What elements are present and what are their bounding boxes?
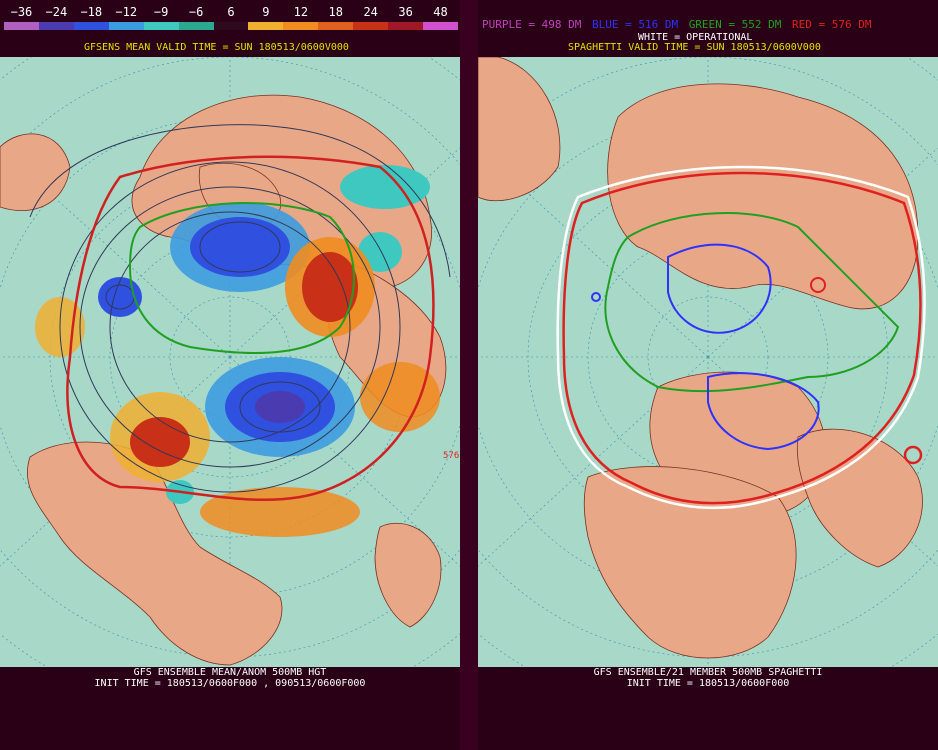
colorbar-swatch — [283, 22, 319, 30]
colorbar-label: −24 — [45, 5, 68, 19]
africa-land — [478, 57, 561, 202]
ensemble-516dm-small — [591, 292, 601, 302]
552dm-contour — [128, 202, 355, 354]
colorbar-label: 24 — [363, 5, 378, 19]
footer-title: GFS ENSEMBLE MEAN/ANOM 500MB HGT — [133, 667, 327, 678]
colorbar-label: −6 — [188, 5, 204, 19]
asia-east-land — [374, 523, 442, 628]
ensemble-576dm — [562, 171, 922, 505]
spaghetti-legend: PURPLE = 498 DM BLUE = 516 DM GREEN = 55… — [482, 18, 876, 31]
576dm-contour — [66, 155, 435, 502]
legend-red: RED = 576 DM — [792, 18, 872, 31]
ensemble-552dm — [604, 212, 900, 393]
anomaly-colorbar — [4, 22, 458, 30]
spaghetti-panel: PURPLE = 498 DM BLUE = 516 DM GREEN = 55… — [478, 0, 938, 750]
colorbar-label: −9 — [153, 5, 169, 19]
ensemble-576dm-cutoff — [810, 277, 826, 293]
colorbar-swatch — [388, 22, 424, 30]
negative-anomaly-core — [190, 217, 290, 277]
colorbar-swatch — [318, 22, 354, 30]
north-america-east-land — [796, 428, 923, 568]
colorbar-swatch — [353, 22, 389, 30]
height-contours — [29, 124, 451, 493]
legend-green: GREEN = 552 DM — [688, 18, 782, 31]
spaghetti-map — [478, 57, 938, 667]
negative-anomaly-center — [255, 391, 305, 423]
colorbar-swatch — [213, 22, 249, 30]
colorbar-label: 18 — [328, 5, 343, 19]
legend-blue: BLUE = 516 DM — [591, 18, 679, 31]
panel-divider — [460, 0, 478, 750]
colorbar-swatch — [4, 22, 39, 30]
valid-time-header: GFSENS MEAN VALID TIME = SUN 180513/0600… — [84, 42, 349, 53]
valid-time-header: SPAGHETTI VALID TIME = SUN 180513/0600V0… — [568, 42, 821, 53]
operational-label: WHITE = OPERATIONAL — [638, 32, 753, 43]
spaghetti-contours — [556, 165, 926, 510]
colorbar-swatch — [38, 22, 74, 30]
north-america-land — [583, 466, 797, 659]
ensemble-516dm — [667, 243, 772, 334]
colorbar-swatch — [73, 22, 109, 30]
map-footer: GFS ENSEMBLE/21 MEMBER 500MB SPAGHETTI I… — [478, 667, 938, 689]
colorbar-swatch — [423, 22, 458, 30]
colorbar-label: 9 — [262, 5, 270, 19]
negative-anomaly-core — [98, 277, 142, 317]
colorbar-label: 36 — [398, 5, 413, 19]
negative-anomaly — [358, 232, 402, 272]
contour-value-label: 576 — [443, 451, 459, 461]
ensemble-516dm-second — [707, 372, 820, 451]
colorbar-label: 12 — [293, 5, 309, 19]
colorbar-label: 6 — [227, 5, 235, 19]
colorbar-label: −12 — [115, 5, 138, 19]
operational-576dm — [556, 165, 926, 510]
footer-init-time: INIT TIME = 180513/0600F000 — [626, 678, 790, 689]
eurasia-land — [607, 83, 919, 310]
positive-anomaly-core — [302, 252, 358, 322]
ensemble-576dm-cutoff-east — [903, 445, 923, 465]
map-footer: GFS ENSEMBLE MEAN/ANOM 500MB HGT INIT TI… — [0, 667, 460, 689]
colorbar-swatch — [143, 22, 179, 30]
ensemble-mean-map: 576 — [0, 57, 460, 667]
footer-title: GFS ENSEMBLE/21 MEMBER 500MB SPAGHETTI — [593, 667, 823, 678]
positive-anomaly — [360, 362, 440, 432]
anomaly-colorbar-labels: −36 −24 −18 −12 −9 −6 6 9 12 18 24 36 48 — [4, 4, 458, 20]
africa-land — [0, 133, 71, 211]
colorbar-swatch — [178, 22, 214, 30]
legend-purple: PURPLE = 498 DM — [482, 18, 582, 31]
ensemble-mean-panel: −36 −24 −18 −12 −9 −6 6 9 12 18 24 36 48… — [0, 0, 460, 750]
colorbar-swatch — [248, 22, 284, 30]
positive-anomaly — [200, 487, 360, 537]
colorbar-label: −36 — [10, 5, 33, 19]
colorbar-swatch — [108, 22, 144, 30]
footer-init-time: INIT TIME = 180513/0600F000 , 090513/060… — [94, 678, 366, 689]
colorbar-label: −18 — [80, 5, 103, 19]
colorbar-label: 48 — [433, 5, 448, 19]
